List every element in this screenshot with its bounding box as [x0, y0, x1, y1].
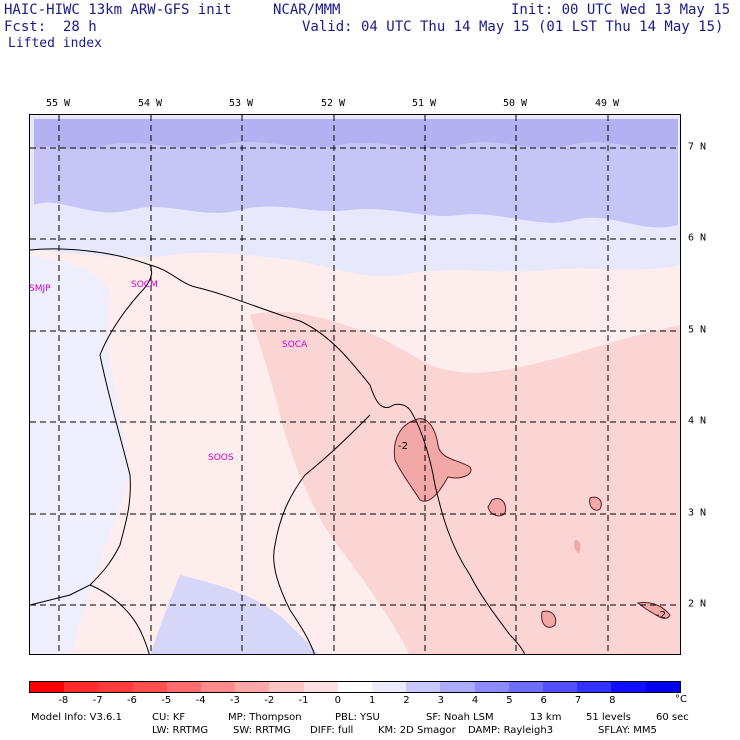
colorbar-tick-label: 0 [334, 695, 342, 706]
lat-label-2n: 2 N [688, 598, 707, 610]
lat-label-3n: 3 N [688, 507, 707, 519]
org-label: NCAR/MMM [273, 2, 341, 18]
lon-label-54w: 54 W [137, 98, 163, 109]
lon-label-53w: 53 W [228, 98, 254, 109]
footer-timestep: 60 sec [656, 712, 689, 723]
colorbar-segment [166, 682, 202, 692]
colorbar-segment [645, 682, 680, 692]
negative-li-cell-1 [488, 498, 506, 516]
lon-label-50w: 50 W [502, 98, 528, 109]
colorbar-segment [543, 682, 578, 692]
colorbar-unit: °C [675, 694, 687, 705]
lat-label-4n: 4 N [688, 415, 707, 427]
colorbar-tick-label: -1 [298, 695, 309, 706]
footer-damp: DAMP: Rayleigh3 [468, 725, 554, 736]
lat-label-5n: 5 N [688, 324, 707, 336]
colorbar-segment [372, 682, 407, 692]
colorbar-tick-label: 5 [506, 695, 513, 706]
colorbar-segment [337, 682, 373, 692]
colorbar-segment [201, 682, 236, 692]
colorbar-segment [98, 682, 133, 692]
negative-li-cell-4 [541, 611, 556, 628]
colorbar-tick-label: -7 [92, 695, 103, 706]
station-soca: SOCA [282, 340, 308, 350]
colorbar-segment [611, 682, 646, 692]
colorbar-tick-label: 6 [540, 695, 547, 706]
coastline-borders [30, 248, 526, 654]
colorbar-tick-label: 4 [471, 695, 479, 706]
station-soos: SOOS [208, 453, 234, 463]
colorbar-segment [303, 682, 338, 692]
lat-label-7n: 7 N [688, 141, 707, 153]
colorbar-tick-label: -2 [264, 695, 275, 706]
colorbar-segment [577, 682, 612, 692]
footer-sflay: SFLAY: MM5 [598, 725, 657, 736]
colorbar-tick-label: -5 [161, 695, 172, 706]
footer-cu: CU: KF [152, 712, 186, 723]
colorbar-tick-label: -3 [229, 695, 240, 706]
lon-label-55w: 55 W [45, 98, 71, 109]
footer-km: KM: 2D Smagor [378, 725, 456, 736]
colorbar-tick-label: 3 [437, 695, 444, 706]
station-smjp: SMJP [29, 284, 51, 294]
negative-li-region-core [394, 418, 471, 502]
lon-label-51w: 51 W [411, 98, 437, 109]
footer-lw: LW: RRTMG [152, 725, 209, 736]
negative-li-region-east [250, 311, 680, 654]
colorbar-segment [440, 682, 475, 692]
lon-label-52w: 52 W [320, 98, 346, 109]
lifted-index-map [29, 114, 681, 655]
footer-diff: DIFF: full [310, 725, 354, 736]
positive-li-region-strongest [34, 119, 678, 150]
colorbar [29, 681, 681, 693]
footer-mp: MP: Thompson [228, 712, 302, 723]
contour-label-west: -2 [398, 441, 408, 452]
positive-li-region-west [30, 255, 130, 654]
colorbar-segment [235, 682, 270, 692]
valid-time: Valid: 04 UTC Thu 14 May 15 (01 LST Thu … [302, 19, 724, 35]
forecast-label: Fcst: [4, 19, 47, 35]
colorbar-segment [30, 682, 65, 692]
positive-li-region-southwest [150, 575, 319, 654]
colorbar-segment [508, 682, 544, 692]
map-canvas [30, 115, 680, 654]
field-name: Lifted index [8, 36, 102, 51]
colorbar-segment [269, 682, 304, 692]
colorbar-segment [406, 682, 441, 692]
colorbar-tick-label: 2 [403, 695, 410, 706]
colorbar-tick-label: -4 [195, 695, 206, 706]
footer-sf: SF: Noah LSM [426, 712, 494, 723]
init-time: Init: 00 UTC Wed 13 May 15 [511, 2, 731, 18]
footer-model-info: Model Info: V3.6.1 [31, 712, 122, 723]
colorbar-segment [474, 682, 509, 692]
negative-li-cell-3 [574, 539, 581, 553]
colorbar-segment [132, 682, 167, 692]
contour-lines [393, 418, 671, 628]
colorbar-tick-label: -6 [126, 695, 137, 706]
model-title: HAIC-HIWC 13km ARW-GFS init [4, 2, 232, 18]
lon-label-49w: 49 W [594, 98, 620, 109]
footer-sw: SW: RRTMG [233, 725, 291, 736]
lat-label-6n: 6 N [688, 232, 707, 244]
latlon-grid [30, 115, 680, 654]
colorbar-tick-label: 1 [368, 695, 376, 706]
forecast-hour: 28 h [63, 19, 97, 35]
footer-resolution: 13 km [530, 712, 562, 723]
colorbar-tick-label: -8 [58, 695, 69, 706]
footer-levels: 51 levels [586, 712, 631, 723]
colorbar-tick-label: 8 [609, 695, 616, 706]
station-socm: SOCM [131, 280, 158, 290]
colorbar-tick-label: 7 [574, 695, 582, 706]
negative-li-cell-2 [589, 497, 602, 511]
footer-pbl: PBL: YSU [335, 712, 380, 723]
colorbar-segment [64, 682, 99, 692]
negative-li-cell-5 [638, 602, 670, 619]
contour-label-east: -2 [656, 610, 666, 621]
